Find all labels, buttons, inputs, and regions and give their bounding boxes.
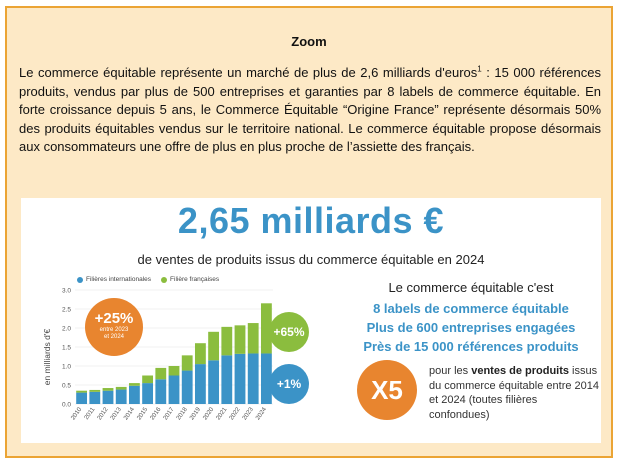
y-tick-label: 1.5 — [62, 345, 71, 352]
legend-dot-france — [161, 276, 168, 283]
x-tick-label: 2023 — [241, 406, 255, 422]
chart-legend: Filières internationales Filière françai… — [77, 276, 219, 283]
zoom-paragraph: Le commerce équitable représente un marc… — [19, 64, 601, 157]
fact-companies: Plus de 600 entreprises engagées — [366, 320, 576, 335]
x-tick-label: 2011 — [83, 406, 97, 421]
headline-subtitle: de ventes de produits issus du commerce … — [137, 252, 485, 267]
fact-labels: 8 labels de commerce équitable — [373, 301, 569, 316]
x5-badge: X5 — [357, 360, 417, 420]
x-tick-label: 2013 — [109, 406, 123, 422]
zoom-box: Zoom Le commerce équitable représente un… — [5, 6, 613, 458]
y-tick-label: 2.5 — [62, 307, 71, 314]
x-tick-label: 2019 — [188, 406, 202, 422]
zoom-text-part1: Le commerce équitable représente un marc… — [19, 65, 478, 80]
bar-france — [208, 331, 220, 361]
x-tick-label: 2014 — [122, 406, 136, 422]
bar-france — [102, 388, 114, 391]
bar-international — [168, 375, 180, 404]
bar-france — [168, 366, 180, 376]
growth-25-value: +25% — [94, 310, 134, 327]
x-tick-label: 2015 — [136, 406, 150, 422]
sales-chart: Filières internationales Filière françai… — [41, 272, 281, 437]
x-tick-label: 2017 — [162, 406, 176, 422]
bar-france — [234, 325, 246, 354]
y-axis-label: en milliards d'€ — [42, 328, 53, 386]
x5-description: pour les ventes de produits issus du com… — [429, 364, 599, 422]
bar-international — [142, 383, 154, 404]
legend-item-france: Filière françaises — [161, 276, 219, 283]
x-tick-label: 2024 — [254, 406, 268, 422]
legend-label-france: Filière françaises — [170, 276, 220, 283]
bar-france — [142, 375, 154, 384]
x-tick-label: 2012 — [96, 406, 110, 422]
bar-france — [115, 386, 127, 390]
bar-france — [260, 303, 272, 354]
bar-international — [247, 353, 259, 404]
bar-international — [208, 360, 220, 404]
bar-france — [89, 389, 101, 392]
legend-dot-international — [77, 276, 83, 283]
zoom-text-part2: : 15 000 références produits, vendus par… — [19, 65, 601, 155]
y-tick-label: 2.0 — [62, 326, 71, 333]
x-tick-label: 2010 — [70, 406, 84, 422]
bar-france — [194, 343, 206, 365]
x-tick-label: 2016 — [149, 406, 163, 422]
growth-badge-25: +25% entre 2023 et 2024 — [85, 298, 143, 356]
x5-text-bold: ventes de produits — [471, 365, 569, 377]
bar-international — [89, 391, 101, 404]
bar-international — [181, 370, 193, 404]
growth-25-note-2: et 2024 — [103, 334, 125, 340]
legend-label-international: Filières internationales — [86, 276, 152, 283]
x5-text-suffix: issus du commerce équitable entre 2014 e… — [429, 365, 599, 421]
bar-international — [234, 353, 246, 404]
bar-france — [181, 355, 193, 371]
x-tick-label: 2022 — [228, 406, 242, 422]
x-tick-label: 2018 — [175, 406, 189, 422]
growth-badge-65: +65% — [269, 312, 309, 352]
bar-france — [76, 390, 88, 393]
bar-international — [115, 389, 127, 404]
bar-international — [194, 364, 206, 404]
growth-badge-1: +1% — [269, 364, 309, 404]
bar-international — [221, 355, 233, 404]
bar-france — [128, 383, 140, 386]
infographic-panel: 2,65 milliards € de ventes de produits i… — [21, 198, 601, 443]
x5-text-prefix: pour les — [429, 365, 472, 377]
y-tick-label: 0.5 — [62, 383, 71, 390]
x-tick-label: 2021 — [215, 406, 229, 422]
growth-25-note-1: entre 2023 — [99, 327, 129, 333]
bar-france — [247, 323, 259, 354]
bar-international — [155, 379, 167, 404]
y-tick-label: 1.0 — [62, 364, 71, 371]
footnote-mark[interactable]: 1 — [477, 64, 482, 74]
facts-intro: Le commerce équitable c'est — [388, 280, 554, 295]
y-tick-label: 3.0 — [62, 288, 71, 295]
legend-item-international: Filières internationales — [77, 276, 151, 283]
headline-amount: 2,65 milliards € — [177, 200, 445, 241]
x-tick-label: 2020 — [202, 406, 216, 422]
y-tick-label: 0.0 — [62, 402, 71, 409]
fact-references: Près de 15 000 références produits — [363, 339, 579, 354]
bar-international — [260, 353, 272, 404]
bar-france — [221, 326, 233, 356]
bar-international — [102, 390, 114, 404]
bar-international — [76, 392, 88, 404]
bar-france — [155, 367, 167, 380]
bar-international — [128, 385, 140, 404]
facts-block: Le commerce équitable c'est 8 labels de … — [341, 280, 601, 356]
zoom-title: Zoom — [291, 34, 327, 49]
